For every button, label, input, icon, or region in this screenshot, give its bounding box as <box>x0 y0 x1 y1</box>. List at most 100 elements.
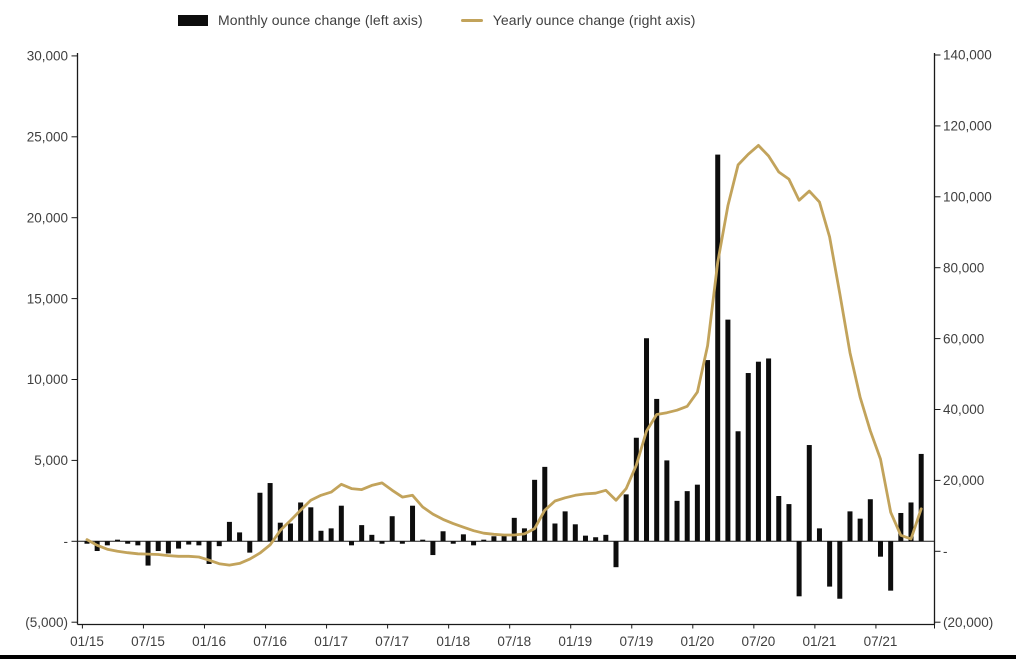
monthly-bar <box>644 338 650 542</box>
monthly-bar <box>176 541 182 549</box>
right-axis-label: (20,000) <box>943 615 993 630</box>
monthly-bar <box>511 517 517 542</box>
monthly-bar <box>796 541 802 597</box>
monthly-bar <box>257 492 263 542</box>
monthly-bar <box>399 541 405 544</box>
yearly-series-label: Yearly ounce change (right axis) <box>492 12 696 28</box>
monthly-bar <box>440 531 446 542</box>
monthly-bar <box>298 502 304 542</box>
monthly-bar <box>684 491 690 542</box>
monthly-bar <box>318 530 324 542</box>
monthly-bar <box>491 536 497 542</box>
x-axis-label: 01/21 <box>803 634 837 649</box>
monthly-series-label: Monthly ounce change (left axis) <box>218 12 423 28</box>
monthly-bar <box>389 516 395 542</box>
monthly-bar <box>888 541 894 591</box>
right-axis-label: 20,000 <box>943 473 984 488</box>
x-axis-label: 07/20 <box>742 634 776 649</box>
monthly-bar <box>206 541 212 564</box>
x-axis-label: 01/16 <box>192 634 226 649</box>
x-axis-label: 01/18 <box>436 634 470 649</box>
monthly-bar <box>725 319 731 542</box>
left-axis-label: 25,000 <box>27 130 68 145</box>
monthly-bar <box>247 541 253 553</box>
left-axis-label: - <box>64 534 69 549</box>
monthly-bar <box>165 541 171 554</box>
legend: Monthly ounce change (left axis) Yearly … <box>178 12 695 28</box>
monthly-bar <box>349 541 354 546</box>
x-axis-label: 07/15 <box>131 634 165 649</box>
monthly-bar <box>379 541 385 544</box>
right-axis-label: 120,000 <box>943 119 992 134</box>
x-axis-label: 01/20 <box>680 634 714 649</box>
monthly-bar <box>216 541 222 547</box>
monthly-bar <box>420 539 426 542</box>
monthly-bar <box>715 154 721 542</box>
monthly-bar <box>430 541 436 556</box>
monthly-bar <box>450 541 456 544</box>
x-axis-label: 07/19 <box>619 634 653 649</box>
monthly-bar <box>562 511 568 542</box>
monthly-bar <box>623 494 629 542</box>
yearly-line <box>85 143 923 567</box>
left-axis-label: 30,000 <box>27 49 68 64</box>
monthly-bar <box>603 534 609 542</box>
monthly-bar <box>582 535 588 542</box>
monthly-bar <box>267 483 273 542</box>
monthly-bar <box>287 523 293 542</box>
monthly-bar <box>674 500 680 542</box>
monthly-bar <box>705 360 711 542</box>
monthly-bar <box>552 523 558 542</box>
monthly-bar <box>328 528 334 542</box>
monthly-bar <box>308 507 314 542</box>
monthly-bar <box>816 528 822 542</box>
monthly-bar <box>867 499 873 542</box>
monthly-bar <box>369 534 375 542</box>
monthly-bar <box>125 541 131 544</box>
monthly-bar <box>918 453 924 542</box>
monthly-bar <box>186 541 192 545</box>
monthly-bar <box>837 541 843 599</box>
monthly-bar <box>786 504 792 542</box>
monthly-bar <box>908 502 914 542</box>
monthly-bar <box>460 534 466 542</box>
monthly-bar <box>745 373 751 542</box>
monthly-bar <box>898 512 904 542</box>
monthly-bar <box>542 466 548 542</box>
monthly-bar <box>664 460 670 542</box>
right-axis-label: 40,000 <box>943 402 984 417</box>
monthly-bar <box>196 541 202 546</box>
monthly-bar <box>593 537 599 542</box>
monthly-bar <box>735 431 741 542</box>
monthly-bar <box>237 532 243 542</box>
right-axis-label: - <box>943 544 948 559</box>
monthly-bar <box>572 524 578 542</box>
right-axis-label: 140,000 <box>943 48 992 63</box>
left-axis-label: 10,000 <box>27 372 68 387</box>
x-axis-label: 01/19 <box>558 634 592 649</box>
monthly-bar <box>84 541 90 544</box>
bottom-border <box>0 655 1016 659</box>
right-axis-label: 80,000 <box>943 260 984 275</box>
right-axis-label: 60,000 <box>943 331 984 346</box>
monthly-bar <box>155 541 161 552</box>
monthly-bar <box>359 525 365 542</box>
monthly-bar <box>877 541 883 557</box>
monthly-series-swatch-icon <box>178 14 208 26</box>
x-axis-label: 01/15 <box>70 634 104 649</box>
monthly-bar <box>115 539 121 542</box>
x-axis-label: 07/17 <box>375 634 409 649</box>
x-axis-label: 01/17 <box>314 634 348 649</box>
monthly-bar <box>471 541 477 546</box>
left-axis-label: 15,000 <box>27 291 68 306</box>
left-axis-label: 20,000 <box>27 210 68 225</box>
monthly-bar <box>481 539 487 542</box>
monthly-bar <box>847 511 853 542</box>
monthly-bar <box>410 505 416 542</box>
monthly-bar <box>613 541 619 568</box>
monthly-bar <box>532 479 538 542</box>
monthly-bar <box>135 541 141 546</box>
monthly-bar <box>766 358 772 542</box>
